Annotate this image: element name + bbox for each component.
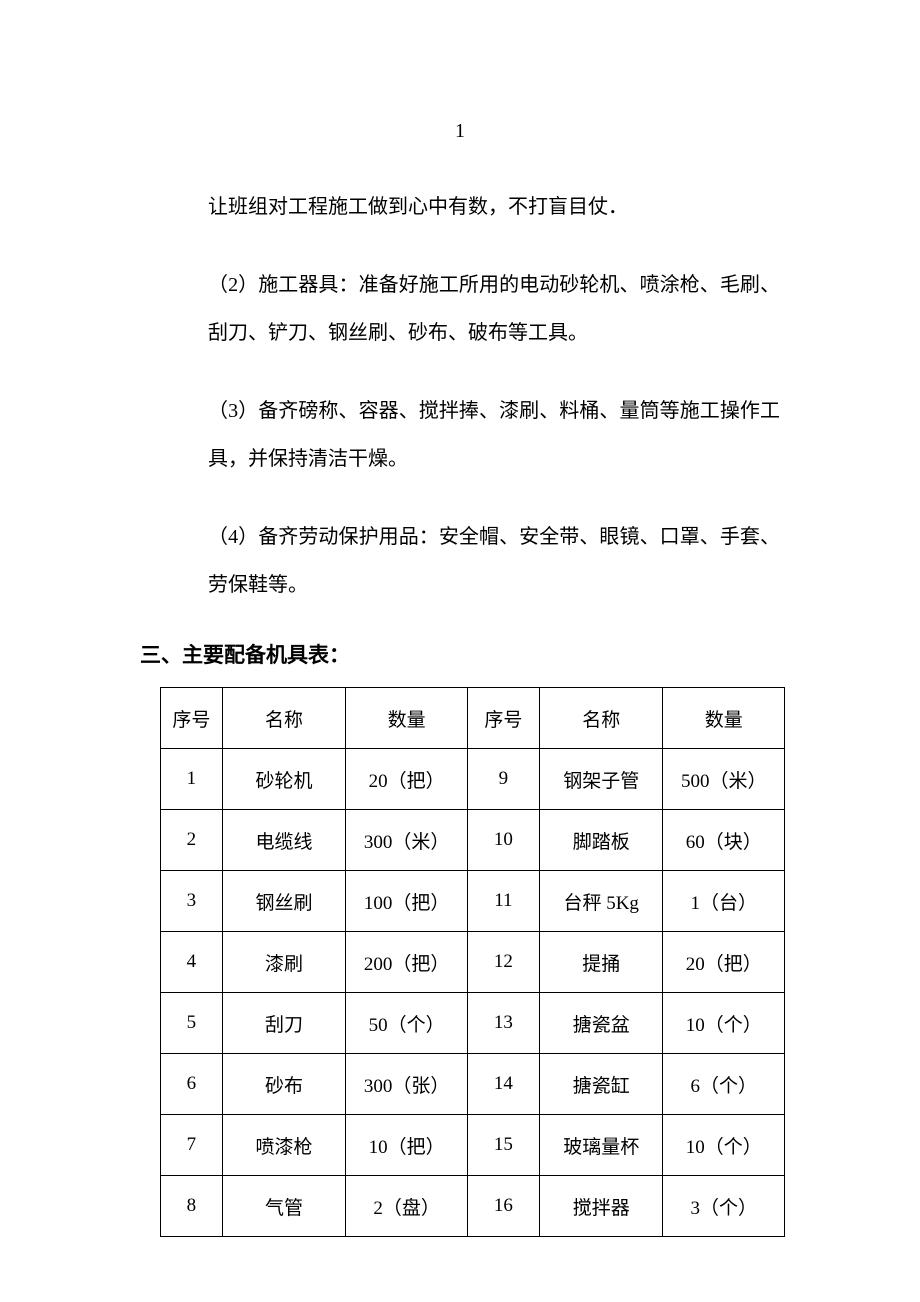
table-cell-qty: 2（盘） (346, 1176, 468, 1237)
table-cell-seq: 1 (161, 749, 223, 810)
table-cell-qty: 20（把） (346, 749, 468, 810)
table-cell-name2: 脚踏板 (539, 810, 663, 871)
table-header-seq2: 序号 (467, 688, 539, 749)
table-cell-seq2: 9 (467, 749, 539, 810)
table-cell-seq2: 13 (467, 993, 539, 1054)
table-cell-seq: 4 (161, 932, 223, 993)
table-cell-qty: 300（米） (346, 810, 468, 871)
table-header-qty: 数量 (346, 688, 468, 749)
table-cell-qty: 300（张） (346, 1054, 468, 1115)
table-cell-name2: 搪瓷缸 (539, 1054, 663, 1115)
table-cell-name: 气管 (222, 1176, 346, 1237)
paragraph-2: （2）施工器具：准备好施工所用的电动砂轮机、喷涂枪、毛刷、刮刀、铲刀、钢丝刷、砂… (208, 261, 780, 357)
table-cell-name: 钢丝刷 (222, 871, 346, 932)
section-heading: 三、主要配备机具表： (140, 639, 780, 669)
table-cell-qty: 50（个） (346, 993, 468, 1054)
table-cell-name: 电缆线 (222, 810, 346, 871)
table-cell-qty2: 10（个） (663, 993, 785, 1054)
table-cell-name2: 提捅 (539, 932, 663, 993)
table-cell-name: 刮刀 (222, 993, 346, 1054)
table-cell-seq: 3 (161, 871, 223, 932)
table-row: 1砂轮机20（把）9钢架子管500（米） (161, 749, 785, 810)
table-cell-name2: 玻璃量杯 (539, 1115, 663, 1176)
table-cell-seq: 8 (161, 1176, 223, 1237)
table-header-name2: 名称 (539, 688, 663, 749)
table-row: 4漆刷200（把）12提捅20（把） (161, 932, 785, 993)
table-cell-qty2: 500（米） (663, 749, 785, 810)
table-cell-seq: 2 (161, 810, 223, 871)
paragraph-3: （3）备齐磅称、容器、搅拌捧、漆刷、料桶、量筒等施工操作工具，并保持清洁干燥。 (208, 387, 780, 483)
table-header-name: 名称 (222, 688, 346, 749)
table-cell-qty: 10（把） (346, 1115, 468, 1176)
paragraph-1: 让班组对工程施工做到心中有数，不打盲目仗． (208, 183, 780, 231)
table-body: 1砂轮机20（把）9钢架子管500（米）2电缆线300（米）10脚踏板60（块）… (161, 749, 785, 1237)
table-cell-seq2: 10 (467, 810, 539, 871)
table-cell-seq2: 16 (467, 1176, 539, 1237)
table-cell-name2: 钢架子管 (539, 749, 663, 810)
table-cell-name2: 搪瓷盆 (539, 993, 663, 1054)
table-cell-seq2: 12 (467, 932, 539, 993)
table-header-row: 序号 名称 数量 序号 名称 数量 (161, 688, 785, 749)
table-header-qty2: 数量 (663, 688, 785, 749)
table-cell-seq2: 11 (467, 871, 539, 932)
table-cell-qty: 100（把） (346, 871, 468, 932)
table-cell-name: 漆刷 (222, 932, 346, 993)
table-cell-seq: 5 (161, 993, 223, 1054)
table-cell-qty2: 60（块） (663, 810, 785, 871)
table-cell-name: 砂布 (222, 1054, 346, 1115)
table-row: 5刮刀50（个）13搪瓷盆10（个） (161, 993, 785, 1054)
table-cell-qty2: 6（个） (663, 1054, 785, 1115)
table-cell-name: 砂轮机 (222, 749, 346, 810)
table-cell-qty2: 20（把） (663, 932, 785, 993)
table-cell-qty: 200（把） (346, 932, 468, 993)
table-header-seq: 序号 (161, 688, 223, 749)
table-cell-seq: 7 (161, 1115, 223, 1176)
equipment-table: 序号 名称 数量 序号 名称 数量 1砂轮机20（把）9钢架子管500（米）2电… (160, 687, 785, 1237)
table-row: 3钢丝刷100（把）11台秤 5Kg1（台） (161, 871, 785, 932)
table-cell-name2: 搅拌器 (539, 1176, 663, 1237)
paragraph-4: （4）备齐劳动保护用品：安全帽、安全带、眼镜、口罩、手套、劳保鞋等。 (208, 513, 780, 609)
table-cell-name: 喷漆枪 (222, 1115, 346, 1176)
table-cell-qty2: 10（个） (663, 1115, 785, 1176)
table-row: 7喷漆枪10（把）15玻璃量杯10（个） (161, 1115, 785, 1176)
table-cell-seq2: 15 (467, 1115, 539, 1176)
table-cell-name2: 台秤 5Kg (539, 871, 663, 932)
table-row: 6砂布300（张）14搪瓷缸6（个） (161, 1054, 785, 1115)
table-row: 8气管2（盘）16搅拌器3（个） (161, 1176, 785, 1237)
table-cell-qty2: 1（台） (663, 871, 785, 932)
table-cell-qty2: 3（个） (663, 1176, 785, 1237)
table-cell-seq2: 14 (467, 1054, 539, 1115)
page-number: 1 (140, 120, 780, 143)
content-block: 让班组对工程施工做到心中有数，不打盲目仗． （2）施工器具：准备好施工所用的电动… (140, 183, 780, 609)
table-row: 2电缆线300（米）10脚踏板60（块） (161, 810, 785, 871)
table-cell-seq: 6 (161, 1054, 223, 1115)
